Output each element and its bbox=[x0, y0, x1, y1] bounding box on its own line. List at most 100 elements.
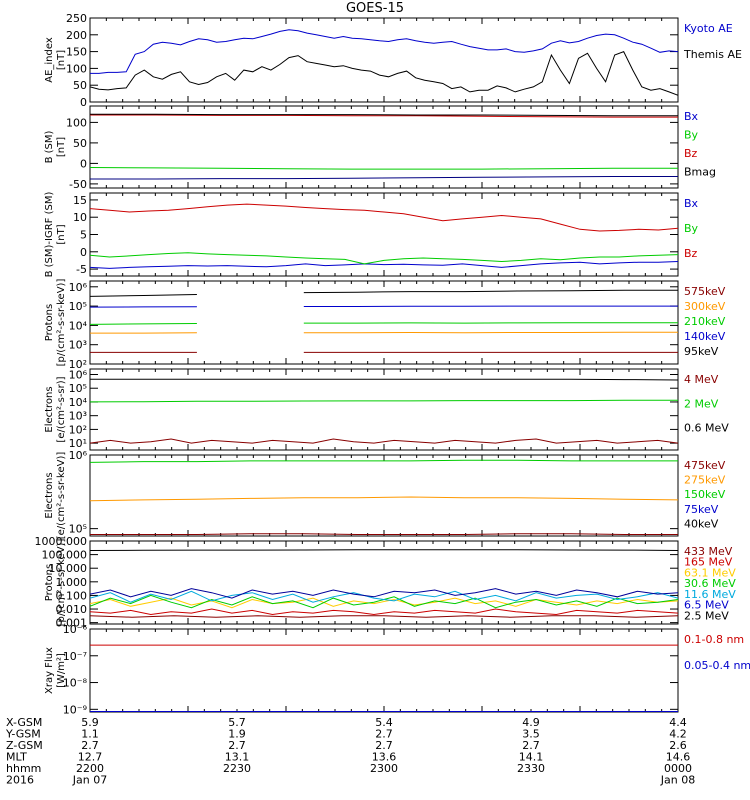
legend-label: 40keV bbox=[684, 517, 719, 530]
x-column-value: 5.9 bbox=[81, 716, 99, 729]
y-tick-label: 10² bbox=[69, 423, 87, 436]
y-axis-label: [p/(cm²-s-sr-keV)] bbox=[56, 279, 67, 367]
x-column-value: 0000 bbox=[664, 762, 692, 775]
y-tick-label: 10.000 bbox=[49, 562, 88, 575]
y-axis-label: [W/m²] bbox=[56, 653, 67, 688]
x-column-value: 2230 bbox=[223, 762, 251, 775]
x-column-value: 13.6 bbox=[372, 751, 397, 764]
y-axis-label: B (SM)-IGRF (SM) bbox=[44, 192, 55, 278]
panel-bsm: -50 0 50 100 B (SM) [nT] Bx By Bz Bmag bbox=[44, 105, 716, 191]
series-line bbox=[90, 322, 678, 325]
y-tick-label: 0.001 bbox=[56, 617, 88, 630]
x-column-value: 5.4 bbox=[375, 716, 393, 729]
legend-label: 4 MeV bbox=[684, 373, 719, 386]
y-tick-label: 10³ bbox=[69, 410, 87, 423]
x-column-value: 4.4 bbox=[669, 716, 687, 729]
legend-label: 0.05-0.4 nm bbox=[684, 659, 750, 672]
legend-label: 63.1 MeV bbox=[684, 566, 736, 579]
y-tick-label: 250 bbox=[66, 12, 87, 25]
y-tick-label: 10⁻⁶ bbox=[63, 623, 88, 636]
x-column-value: 2300 bbox=[370, 762, 398, 775]
panel-frame bbox=[89, 105, 679, 189]
y-tick-label: 10⁶ bbox=[69, 368, 88, 381]
series-line bbox=[90, 597, 678, 609]
x-column-value: 2.7 bbox=[375, 728, 393, 741]
y-axis-label: B (SM) bbox=[44, 130, 55, 163]
y-tick-label: 100.000 bbox=[42, 549, 88, 562]
legend-label: 30.6 MeV bbox=[684, 577, 736, 590]
series-line bbox=[90, 588, 678, 599]
y-tick-label: 10⁴ bbox=[69, 319, 88, 332]
x-column-value: 12.7 bbox=[78, 751, 103, 764]
legend-label: Bz bbox=[684, 247, 698, 260]
series-line bbox=[90, 114, 678, 118]
series-line bbox=[90, 261, 678, 269]
series-line bbox=[90, 378, 678, 381]
panel-frame bbox=[89, 17, 679, 103]
y-tick-label: 15 bbox=[73, 194, 87, 207]
legend-label: 300keV bbox=[684, 300, 726, 313]
panel-protons_high: 0.0010.0100.1001.00010.000100.0001000.00… bbox=[35, 535, 737, 630]
y-tick-label: 10⁴ bbox=[69, 396, 88, 409]
y-tick-label: 150 bbox=[66, 46, 87, 59]
legend-label: 575keV bbox=[684, 285, 726, 298]
y-tick-label: 200 bbox=[66, 29, 87, 42]
x-row-label: X-GSM bbox=[6, 716, 42, 729]
y-axis-label: [nT] bbox=[56, 50, 67, 70]
x-column-value: 2.7 bbox=[81, 739, 99, 752]
series-line bbox=[90, 29, 678, 74]
y-axis-label: Electrons bbox=[44, 386, 55, 432]
series-line bbox=[90, 252, 678, 265]
y-tick-label: 5 bbox=[80, 229, 87, 242]
legend-label: Themis AE bbox=[683, 48, 742, 61]
x-column-value: 4.9 bbox=[522, 716, 540, 729]
x-row-label: Y-GSM bbox=[5, 728, 41, 741]
legend-label: 6.5 MeV bbox=[684, 599, 729, 612]
x-column-value: 2.7 bbox=[375, 739, 393, 752]
series-line bbox=[90, 167, 678, 170]
y-tick-label: 10⁵ bbox=[69, 300, 87, 313]
panel-bdiff: -5 0 5 10 15 B (SM)-IGRF (SM) [nT] Bx By Bz bbox=[44, 192, 699, 278]
legend-label: By bbox=[684, 129, 699, 142]
y-axis-label: AE_index bbox=[44, 37, 55, 83]
y-tick-label: 0.010 bbox=[56, 603, 88, 616]
y-tick-label: 10⁻⁷ bbox=[63, 650, 87, 663]
x-column-value: Jan 07 bbox=[72, 774, 107, 787]
y-tick-label: 10⁵ bbox=[69, 382, 87, 395]
y-axis-label: Electrons bbox=[44, 472, 55, 518]
y-tick-label: -5 bbox=[76, 263, 87, 276]
y-tick-label: 100 bbox=[66, 116, 87, 129]
series-line bbox=[90, 113, 678, 117]
y-axis-label: Protons bbox=[44, 564, 55, 601]
legend-label: Kyoto AE bbox=[684, 22, 733, 35]
y-tick-label: 10⁶ bbox=[69, 281, 88, 294]
legend-label: Bmag bbox=[684, 166, 716, 179]
x-axis-ephemeris: X-GSMY-GSMZ-GSMMLThhmm20165.91.12.712.72… bbox=[5, 716, 695, 787]
x-column-value: Jan 08 bbox=[660, 774, 695, 787]
legend-label: By bbox=[684, 222, 699, 235]
y-tick-label: 10⁻⁸ bbox=[63, 677, 88, 690]
x-column-value: 1.9 bbox=[228, 728, 246, 741]
x-column-value: 4.2 bbox=[669, 728, 687, 741]
series-line bbox=[90, 176, 678, 180]
y-axis-label: [p/(cm²-s-sr-keV)] bbox=[56, 539, 67, 627]
legend-label: 0.6 MeV bbox=[684, 422, 729, 435]
x-row-label: MLT bbox=[6, 751, 27, 764]
x-column-value: 5.7 bbox=[228, 716, 246, 729]
x-column-value: 2330 bbox=[517, 762, 545, 775]
panel-protons_low: 10² 10³ 10⁴ 10⁵ 10⁶ Protons [p/(cm²-s-sr-keV)]… bbox=[44, 279, 726, 371]
y-axis-label: Protons bbox=[44, 304, 55, 341]
y-tick-label: 100 bbox=[66, 62, 87, 75]
legend-label: 275keV bbox=[684, 474, 726, 487]
y-tick-label: 10² bbox=[69, 358, 87, 371]
x-column-value: 2.7 bbox=[522, 739, 540, 752]
legend-label: 75keV bbox=[684, 503, 719, 516]
x-column-value: 1.1 bbox=[81, 728, 99, 741]
series-line bbox=[90, 533, 678, 535]
legend-label: Bz bbox=[684, 147, 698, 160]
x-column-value: 2.7 bbox=[228, 739, 246, 752]
y-tick-label: 10¹ bbox=[69, 437, 87, 450]
